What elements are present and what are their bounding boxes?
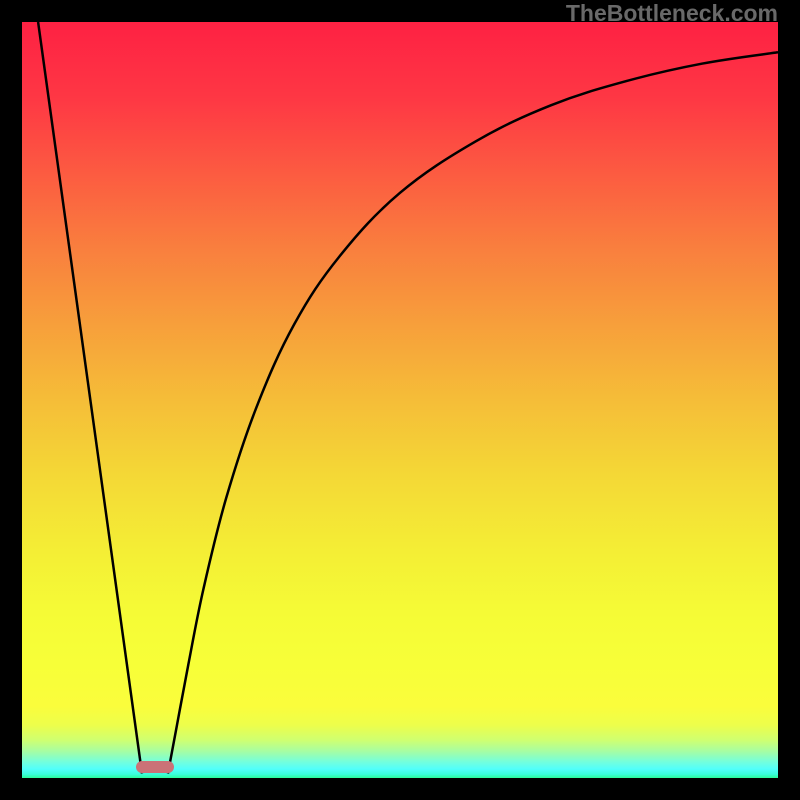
left-descent-line <box>38 22 142 773</box>
chart-container: TheBottleneck.com <box>0 0 800 800</box>
bottleneck-curve <box>22 22 778 778</box>
plot-area <box>22 22 778 778</box>
watermark-text: TheBottleneck.com <box>566 0 778 27</box>
right-ascent-curve <box>168 52 778 773</box>
optimal-marker <box>136 761 174 773</box>
